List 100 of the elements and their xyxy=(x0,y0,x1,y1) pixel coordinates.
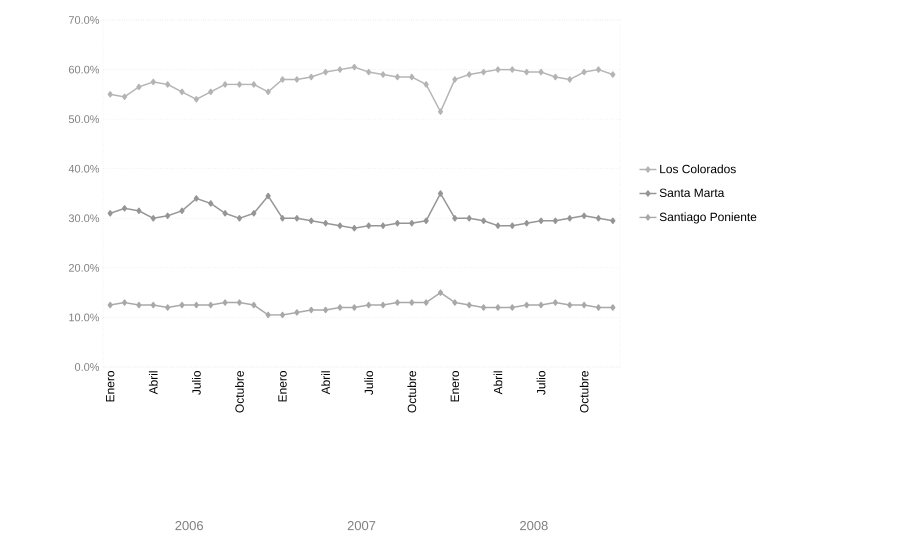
x-tick-label: Octubre xyxy=(235,371,244,412)
point xyxy=(538,218,544,224)
point xyxy=(424,299,429,306)
point xyxy=(438,289,444,296)
point xyxy=(596,304,602,311)
point xyxy=(438,190,444,197)
point xyxy=(251,210,256,217)
point xyxy=(208,302,214,308)
point xyxy=(194,96,199,103)
point xyxy=(337,66,343,73)
point xyxy=(380,71,386,78)
legend-label: Santa Marta xyxy=(660,188,724,198)
point xyxy=(122,205,128,212)
x-tick-label: Abril xyxy=(321,371,330,394)
point xyxy=(552,74,558,80)
point xyxy=(337,304,343,311)
y-tick-label: 20.0% xyxy=(68,264,100,272)
point xyxy=(495,66,501,73)
point xyxy=(495,304,501,311)
point xyxy=(308,306,314,314)
point xyxy=(266,192,271,200)
x-tick-label: Julio xyxy=(536,371,546,395)
point xyxy=(466,302,472,308)
point xyxy=(108,210,113,217)
point xyxy=(294,309,300,316)
point xyxy=(366,302,372,308)
legend-label: Los Colorados xyxy=(660,164,736,174)
point xyxy=(165,304,170,311)
point xyxy=(280,215,286,222)
point xyxy=(208,88,214,96)
point xyxy=(466,71,472,78)
point xyxy=(150,215,156,222)
y-tick-label: 30.0% xyxy=(68,214,100,222)
x-tick-label: Octubre xyxy=(407,371,416,412)
point xyxy=(510,66,515,73)
x-tick-label: Enero xyxy=(278,371,287,402)
point xyxy=(251,302,256,308)
point xyxy=(552,218,558,224)
point xyxy=(480,68,486,76)
point xyxy=(294,76,300,83)
point xyxy=(208,200,214,207)
point xyxy=(165,212,170,220)
point xyxy=(452,215,458,222)
point xyxy=(466,215,472,222)
point xyxy=(108,302,113,308)
point xyxy=(322,306,328,314)
point xyxy=(194,195,199,202)
point xyxy=(524,68,530,76)
point xyxy=(352,304,357,311)
legend-label: Santiago Poniente xyxy=(660,212,756,224)
point xyxy=(524,302,530,308)
point xyxy=(567,302,572,308)
y-tick-label: 0.0% xyxy=(74,363,100,371)
point xyxy=(567,215,572,222)
x-tick-label: Octubre xyxy=(580,371,588,412)
point xyxy=(552,299,558,306)
point xyxy=(150,78,156,86)
point xyxy=(179,88,185,96)
point xyxy=(610,218,616,224)
x-tick-label: Enero xyxy=(106,371,114,402)
point xyxy=(236,215,242,222)
point xyxy=(179,208,185,214)
point xyxy=(122,299,128,306)
point xyxy=(308,74,314,80)
point xyxy=(480,304,486,311)
text: 2007 xyxy=(348,521,376,530)
point xyxy=(165,81,170,88)
point xyxy=(538,68,544,76)
point xyxy=(194,302,199,308)
point xyxy=(581,212,587,220)
point xyxy=(452,299,458,306)
point xyxy=(150,302,156,308)
point xyxy=(366,222,372,229)
point xyxy=(480,218,486,224)
point xyxy=(337,222,343,229)
point xyxy=(581,302,587,308)
point xyxy=(352,64,357,70)
point xyxy=(136,302,142,308)
point xyxy=(266,88,271,96)
y-tick-label: 50.0% xyxy=(68,115,100,124)
point xyxy=(380,302,386,308)
point xyxy=(380,222,386,229)
point xyxy=(322,220,328,226)
point xyxy=(222,81,228,88)
point xyxy=(409,299,414,306)
y-tick-label: 40.0% xyxy=(68,164,100,173)
point xyxy=(538,302,544,308)
point xyxy=(236,299,242,306)
point xyxy=(596,66,602,73)
point xyxy=(222,210,228,217)
point xyxy=(108,91,113,98)
point xyxy=(122,94,128,100)
point xyxy=(366,68,372,76)
point xyxy=(280,312,286,318)
text: 2008 xyxy=(520,521,548,530)
point xyxy=(409,220,414,226)
x-tick-label: Enero xyxy=(450,371,460,402)
point xyxy=(596,215,602,222)
point xyxy=(294,215,300,222)
x-tick-label: Abril xyxy=(494,371,502,394)
